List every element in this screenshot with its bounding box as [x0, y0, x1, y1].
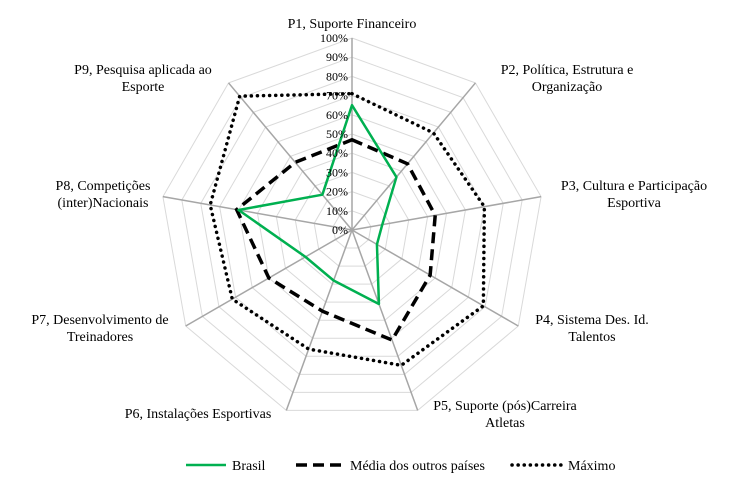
- tick-label: 30%: [326, 165, 348, 179]
- legend: Brasil Média dos outros países Máximo: [186, 459, 615, 474]
- category-label: P9, Pesquisa aplicada ao Esporte: [74, 63, 212, 95]
- category-label: P7, Desenvolvimento de Treinadores: [31, 313, 168, 345]
- axis-spoke: [351, 229, 519, 327]
- category-label: P3, Cultura e Participação Esportiva: [561, 179, 707, 211]
- radar-series: [208, 91, 487, 368]
- legend-label: Brasil: [232, 459, 266, 474]
- legend-label: Média dos outros países: [350, 459, 485, 474]
- tick-label: 70%: [326, 89, 348, 103]
- tick-label: 40%: [326, 146, 348, 160]
- tick-label: 100%: [320, 31, 348, 45]
- series-line-0: [237, 103, 398, 306]
- grid-ring: [275, 152, 429, 303]
- tick-label: 90%: [326, 50, 348, 64]
- category-label: P4, Sistema Des. Id. Talentos: [535, 313, 649, 345]
- radar-category-labels: P1, Suporte Financeiro P2, Política, Estr…: [31, 17, 707, 431]
- category-label: P5, Suporte (pós)Carreira Atletas: [433, 399, 577, 431]
- axis-spoke: [162, 195, 353, 231]
- category-label: P1, Suporte Financeiro: [288, 17, 417, 32]
- tick-label: 20%: [326, 185, 348, 199]
- grid-ring: [162, 37, 542, 411]
- tick-label: 0%: [332, 223, 348, 237]
- series-line-2: [208, 91, 487, 368]
- legend-label: Máximo: [568, 459, 615, 474]
- grid-ring: [238, 114, 466, 339]
- grid-ring: [219, 95, 485, 357]
- tick-label: 80%: [326, 69, 348, 83]
- axis-spoke: [285, 229, 353, 411]
- category-label: P8, Competições (inter)Nacionais: [56, 179, 151, 211]
- axis-spoke: [351, 195, 542, 231]
- axis-spoke: [351, 229, 419, 411]
- grid-ring: [332, 210, 372, 249]
- grid-ring: [294, 171, 410, 285]
- grid-ring: [256, 133, 448, 321]
- radar-tick-labels: 0% 10% 20% 30% 40% 50% 60% 70% 80% 90% 100%: [320, 31, 348, 237]
- category-label: P2, Política, Estrutura e Organização: [501, 63, 634, 95]
- axis-spoke: [228, 82, 353, 231]
- tick-label: 60%: [326, 108, 348, 122]
- grid-ring: [200, 75, 504, 375]
- tick-label: 10%: [326, 204, 348, 218]
- series-line-1: [234, 137, 437, 343]
- grid-ring: [181, 56, 523, 393]
- grid-ring: [313, 191, 391, 267]
- category-label: P6, Instalações Esportivas: [125, 407, 272, 422]
- axis-spoke: [351, 82, 476, 231]
- tick-label: 50%: [326, 127, 348, 141]
